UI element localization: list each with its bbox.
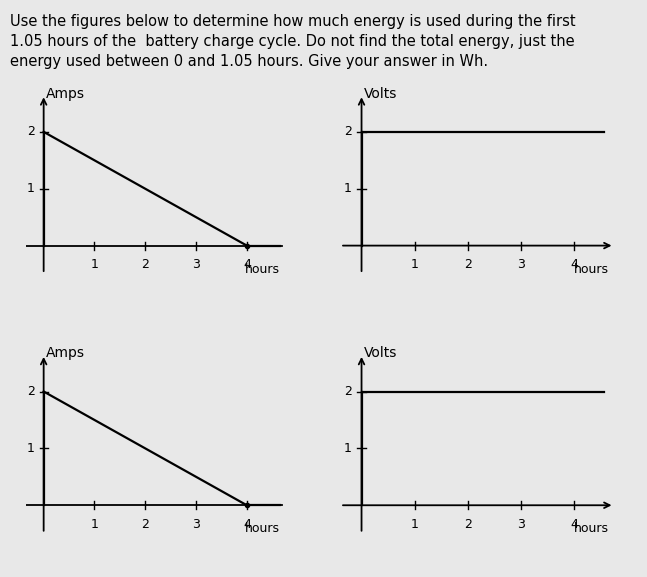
Text: 3: 3 xyxy=(192,518,200,531)
Text: 1: 1 xyxy=(411,518,419,531)
Text: 1: 1 xyxy=(91,518,98,531)
Text: 2: 2 xyxy=(464,518,472,531)
Text: hours: hours xyxy=(574,263,609,276)
Text: hours: hours xyxy=(245,522,280,535)
Text: 2: 2 xyxy=(27,385,34,398)
Text: 2: 2 xyxy=(464,258,472,271)
Text: 4: 4 xyxy=(243,258,251,271)
Text: 1: 1 xyxy=(27,182,34,195)
Text: 4: 4 xyxy=(243,518,251,531)
Text: 3: 3 xyxy=(192,258,200,271)
Text: Use the figures below to determine how much energy is used during the first
1.05: Use the figures below to determine how m… xyxy=(10,14,575,69)
Text: 1: 1 xyxy=(27,442,34,455)
Text: 3: 3 xyxy=(517,258,525,271)
Text: 4: 4 xyxy=(571,258,578,271)
Text: Volts: Volts xyxy=(364,346,397,360)
Text: 2: 2 xyxy=(344,125,352,138)
Text: 2: 2 xyxy=(27,125,34,138)
Text: hours: hours xyxy=(245,263,280,276)
Text: 4: 4 xyxy=(571,518,578,531)
Text: hours: hours xyxy=(574,522,609,535)
Text: Amps: Amps xyxy=(46,87,85,100)
Text: 1: 1 xyxy=(411,258,419,271)
Text: 1: 1 xyxy=(91,258,98,271)
Text: 1: 1 xyxy=(344,442,352,455)
Text: 2: 2 xyxy=(141,518,149,531)
Text: Amps: Amps xyxy=(46,346,85,360)
Text: 3: 3 xyxy=(517,518,525,531)
Text: 2: 2 xyxy=(344,385,352,398)
Text: Volts: Volts xyxy=(364,87,397,100)
Text: 2: 2 xyxy=(141,258,149,271)
Text: 1: 1 xyxy=(344,182,352,195)
